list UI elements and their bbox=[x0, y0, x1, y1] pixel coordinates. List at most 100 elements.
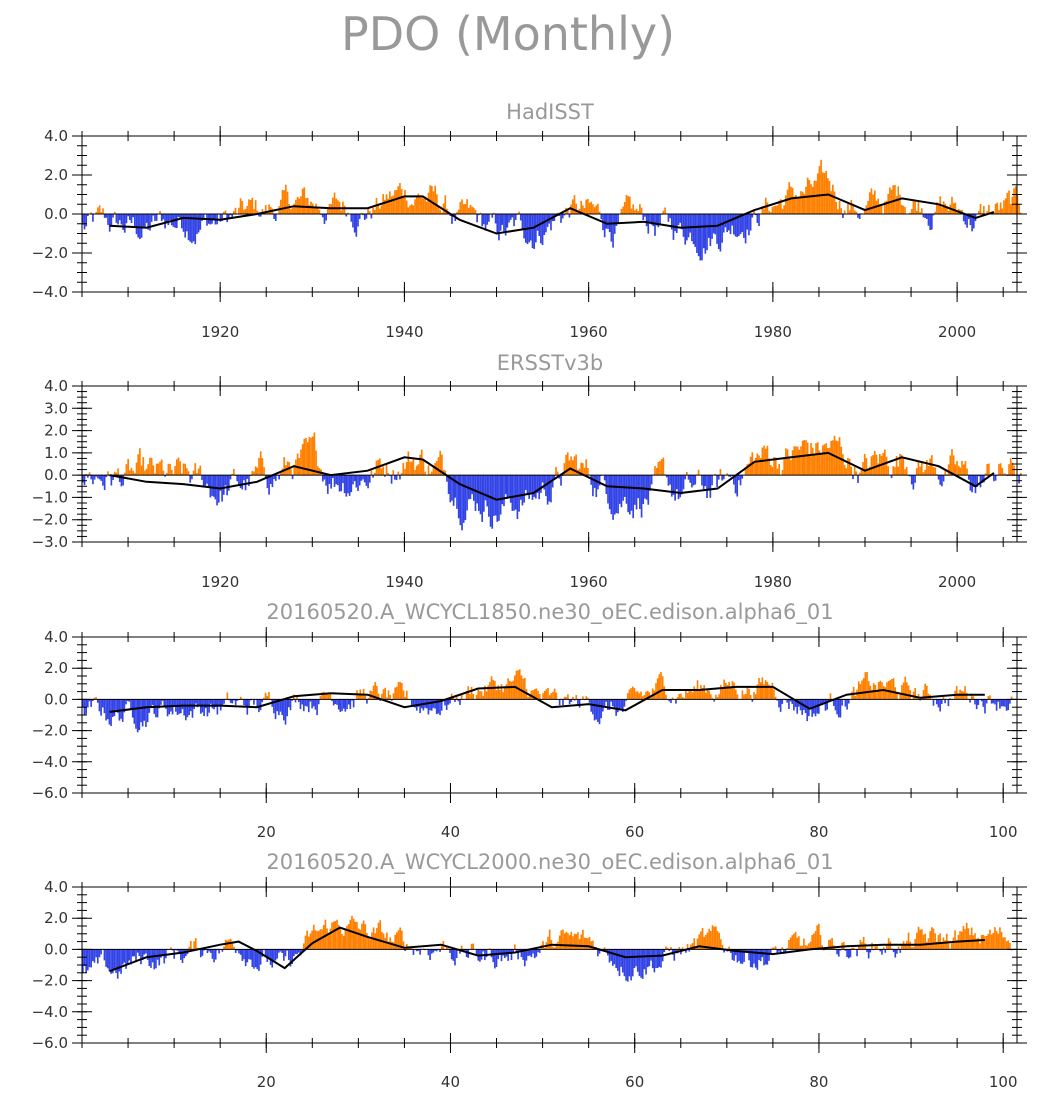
negative-bar bbox=[603, 214, 606, 238]
negative-bar bbox=[328, 475, 331, 485]
negative-bar bbox=[1018, 475, 1020, 484]
negative-bar bbox=[972, 214, 975, 229]
negative-bar bbox=[758, 949, 760, 961]
positive-bar bbox=[296, 696, 298, 700]
negative-bar bbox=[256, 699, 259, 707]
positive-bar bbox=[666, 947, 669, 950]
positive-bar bbox=[635, 208, 638, 214]
y-tick-label: −6.0 bbox=[32, 784, 68, 802]
negative-bar bbox=[610, 949, 612, 961]
negative-bar bbox=[183, 699, 186, 716]
positive-bar bbox=[134, 473, 136, 476]
positive-bar bbox=[391, 941, 393, 950]
positive-bar bbox=[331, 922, 333, 950]
negative-bar bbox=[102, 475, 104, 486]
positive-bar bbox=[261, 209, 264, 214]
positive-bar bbox=[397, 186, 400, 214]
negative-bar bbox=[984, 699, 986, 714]
negative-bar bbox=[259, 949, 262, 965]
negative-bar bbox=[363, 475, 366, 483]
positive-bar bbox=[441, 454, 443, 476]
negative-bar bbox=[316, 699, 318, 716]
negative-bar bbox=[894, 949, 897, 958]
positive-bar bbox=[396, 932, 398, 950]
positive-bar bbox=[306, 930, 308, 950]
positive-bar bbox=[359, 929, 362, 950]
negative-bar bbox=[128, 214, 131, 221]
positive-bar bbox=[386, 932, 388, 950]
positive-bar bbox=[939, 933, 941, 950]
positive-bar bbox=[344, 929, 347, 950]
negative-bar bbox=[779, 699, 782, 712]
positive-bar bbox=[424, 471, 426, 476]
negative-bar bbox=[307, 699, 310, 713]
positive-bar bbox=[828, 180, 831, 214]
negative-bar bbox=[138, 699, 141, 731]
positive-bar bbox=[266, 695, 269, 700]
negative-bar bbox=[351, 699, 353, 701]
positive-bar bbox=[367, 207, 369, 214]
positive-bar bbox=[914, 687, 917, 700]
positive-bar bbox=[248, 199, 250, 214]
positive-bar bbox=[582, 205, 584, 214]
negative-bar bbox=[597, 699, 599, 722]
negative-bar bbox=[150, 699, 152, 707]
negative-bar bbox=[160, 699, 162, 705]
positive-bar bbox=[556, 212, 559, 214]
positive-bar bbox=[753, 692, 755, 700]
y-tick-label: −2.0 bbox=[32, 244, 68, 262]
negative-bar bbox=[489, 475, 492, 527]
positive-bar bbox=[499, 689, 501, 700]
positive-bar bbox=[690, 944, 692, 950]
negative-bar bbox=[194, 214, 197, 245]
positive-bar bbox=[826, 447, 829, 476]
positive-bar bbox=[660, 459, 663, 476]
negative-bar bbox=[227, 214, 230, 219]
negative-bar bbox=[727, 214, 730, 231]
negative-bar bbox=[176, 699, 179, 716]
positive-bar bbox=[866, 671, 868, 700]
negative-bar bbox=[939, 475, 942, 485]
negative-bar bbox=[321, 214, 324, 218]
positive-bar bbox=[700, 931, 702, 950]
positive-bar bbox=[590, 201, 593, 214]
positive-bar bbox=[887, 466, 890, 476]
positive-bar bbox=[439, 209, 442, 214]
negative-bar bbox=[178, 949, 181, 954]
negative-bar bbox=[736, 475, 739, 497]
y-tick-label: −2.0 bbox=[32, 972, 68, 990]
negative-bar bbox=[616, 699, 619, 713]
positive-bar bbox=[870, 188, 873, 214]
positive-bar bbox=[460, 945, 463, 950]
positive-bar bbox=[417, 464, 420, 476]
positive-bar bbox=[999, 202, 1002, 214]
negative-bar bbox=[106, 949, 109, 969]
positive-bar bbox=[571, 460, 574, 476]
negative-bar bbox=[521, 214, 524, 230]
positive-bar bbox=[300, 449, 302, 476]
positive-bar bbox=[97, 207, 99, 214]
positive-bar bbox=[322, 691, 325, 700]
positive-bar bbox=[135, 462, 138, 476]
positive-bar bbox=[563, 933, 566, 950]
positive-bar bbox=[906, 682, 908, 700]
negative-bar bbox=[736, 949, 739, 963]
negative-bar bbox=[274, 214, 277, 221]
negative-bar bbox=[128, 699, 131, 702]
negative-bar bbox=[510, 949, 513, 961]
positive-bar bbox=[333, 192, 336, 214]
negative-bar bbox=[682, 214, 685, 237]
positive-bar bbox=[397, 471, 400, 476]
negative-bar bbox=[667, 475, 670, 486]
positive-bar bbox=[635, 691, 637, 700]
positive-bar bbox=[825, 170, 827, 214]
negative-bar bbox=[516, 475, 519, 520]
positive-bar bbox=[404, 696, 406, 700]
negative-bar bbox=[590, 699, 593, 712]
negative-bar bbox=[645, 475, 648, 500]
negative-bar bbox=[150, 949, 152, 968]
positive-bar bbox=[422, 459, 425, 476]
negative-bar bbox=[239, 949, 242, 955]
positive-bar bbox=[806, 945, 809, 950]
positive-bar bbox=[872, 455, 874, 476]
